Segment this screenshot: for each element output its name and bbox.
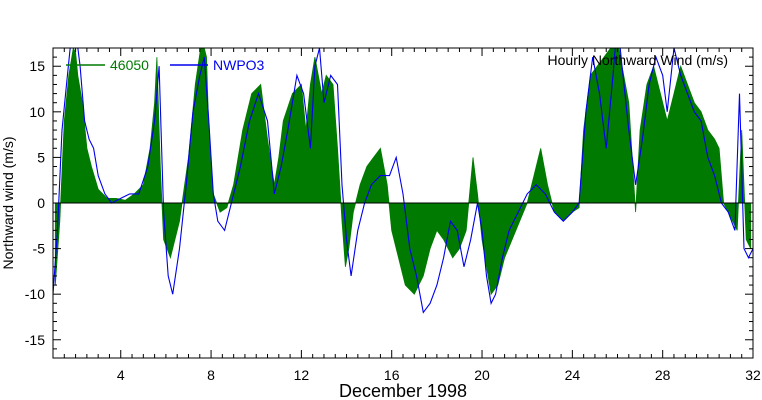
x-tick-label: 16 bbox=[384, 367, 400, 383]
ticks-layer: -15 -10 -5 0 5 10 15 4 8 12 16 20 24 28 32 bbox=[25, 47, 761, 383]
x-tick-label: 24 bbox=[565, 367, 581, 383]
legend-label-nwpo3: NWPO3 bbox=[213, 57, 265, 73]
y-tick-label: -15 bbox=[25, 332, 45, 348]
y-tick-label: 5 bbox=[37, 149, 45, 165]
x-axis-title: December 1998 bbox=[339, 381, 467, 400]
y-tick-label: 15 bbox=[29, 58, 45, 74]
y-tick-label: -10 bbox=[25, 286, 45, 302]
x-tick-label: 32 bbox=[745, 367, 761, 383]
y-tick-label: -5 bbox=[33, 241, 46, 257]
x-tick-label: 28 bbox=[655, 367, 671, 383]
legend: 46050 NWPO3 bbox=[66, 57, 265, 73]
y-tick-label: 0 bbox=[37, 195, 45, 211]
series-line-nwpo3 bbox=[53, 48, 753, 314]
x-tick-label: 12 bbox=[294, 367, 310, 383]
series-layer bbox=[53, 48, 753, 314]
y-tick-label: 10 bbox=[29, 104, 45, 120]
chart-annotation: Hourly Northward Wind (m/s) bbox=[548, 52, 728, 68]
x-tick-label: 20 bbox=[474, 367, 490, 383]
legend-label-46050: 46050 bbox=[110, 57, 149, 73]
y-axis-title: Northward wind (m/s) bbox=[0, 136, 16, 269]
x-tick-label: 4 bbox=[117, 367, 125, 383]
x-tick-label: 8 bbox=[207, 367, 215, 383]
